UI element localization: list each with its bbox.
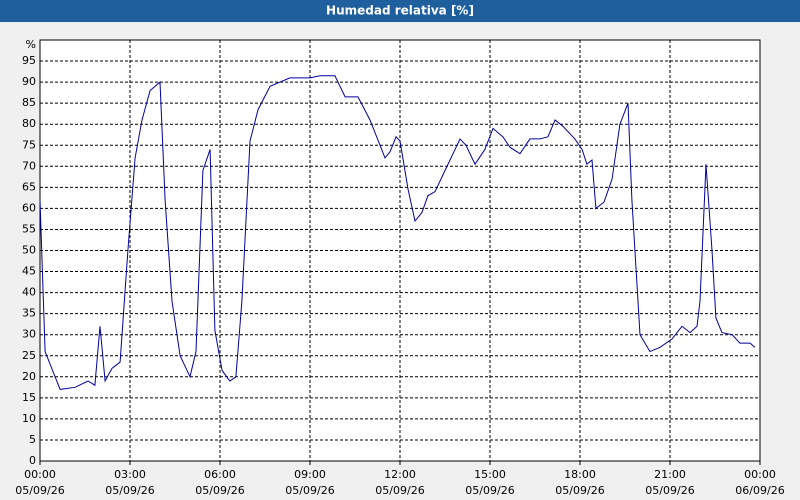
chart-title: Humedad relativa [%]: [326, 4, 474, 18]
x-tick-date: 05/09/26: [15, 484, 64, 497]
x-tick-date: 05/09/26: [375, 484, 424, 497]
x-tick-label: 21:00: [654, 468, 686, 481]
y-tick-label: 45: [22, 265, 36, 278]
y-tick-label: 0: [29, 454, 36, 467]
title-bar: [0, 0, 800, 22]
y-tick-label: 55: [22, 222, 36, 235]
y-tick-label: 75: [22, 138, 36, 151]
x-tick-label: 06:00: [204, 468, 236, 481]
y-axis-label: %: [26, 38, 36, 51]
y-tick-label: 50: [22, 244, 36, 257]
y-tick-label: 95: [22, 54, 36, 67]
x-tick-label: 00:00: [24, 468, 56, 481]
y-tick-label: 80: [22, 117, 36, 130]
x-tick-date: 05/09/26: [645, 484, 694, 497]
y-tick-label: 40: [22, 286, 36, 299]
y-tick-label: 30: [22, 328, 36, 341]
x-tick-date: 06/09/26: [735, 484, 784, 497]
x-tick-date: 05/09/26: [285, 484, 334, 497]
y-tick-label: 10: [22, 412, 36, 425]
y-tick-label: 85: [22, 96, 36, 109]
y-tick-label: 70: [22, 159, 36, 172]
x-tick-label: 00:00: [744, 468, 776, 481]
y-tick-label: 25: [22, 349, 36, 362]
y-tick-label: 15: [22, 391, 36, 404]
y-tick-label: 65: [22, 180, 36, 193]
x-tick-date: 05/09/26: [465, 484, 514, 497]
x-tick-label: 18:00: [564, 468, 596, 481]
y-tick-label: 35: [22, 307, 36, 320]
x-tick-date: 05/09/26: [555, 484, 604, 497]
x-tick-date: 05/09/26: [105, 484, 154, 497]
x-tick-label: 09:00: [294, 468, 326, 481]
y-tick-label: 60: [22, 201, 36, 214]
y-tick-label: 90: [22, 75, 36, 88]
x-tick-label: 03:00: [114, 468, 146, 481]
y-tick-label: 5: [29, 433, 36, 446]
x-tick-label: 12:00: [384, 468, 416, 481]
x-tick-date: 05/09/26: [195, 484, 244, 497]
x-tick-label: 15:00: [474, 468, 506, 481]
y-tick-label: 20: [22, 370, 36, 383]
data-line: [39, 75, 756, 390]
